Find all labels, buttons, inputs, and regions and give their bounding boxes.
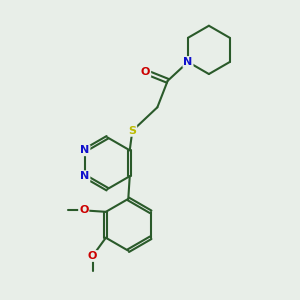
Text: N: N bbox=[183, 57, 193, 67]
Text: O: O bbox=[79, 206, 88, 215]
Text: O: O bbox=[88, 251, 97, 261]
Text: N: N bbox=[80, 145, 89, 155]
Text: S: S bbox=[128, 126, 136, 136]
Text: N: N bbox=[80, 171, 89, 181]
Text: O: O bbox=[141, 67, 150, 77]
